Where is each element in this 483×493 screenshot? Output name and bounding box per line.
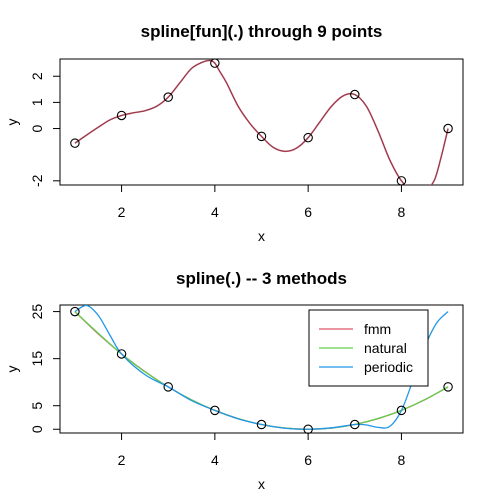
y-tick-label: 2: [29, 72, 45, 80]
y-tick-label: 5: [29, 402, 45, 410]
y-tick-label: -2: [29, 174, 45, 187]
x-tick-label: 2: [118, 204, 126, 220]
data-point: [350, 89, 360, 100]
data-point: [256, 419, 267, 430]
chart-title: spline(.) -- 3 methods: [176, 269, 347, 288]
data-point: [303, 424, 313, 434]
data-point: [70, 306, 80, 317]
data-point: [210, 405, 220, 416]
data-point: [396, 176, 407, 186]
legend-entry-fmm: fmm: [364, 321, 391, 337]
y-axis-label: y: [4, 119, 20, 126]
x-tick-label: 4: [211, 452, 219, 468]
x-tick-label: 6: [304, 204, 312, 220]
spline-curve: [74, 60, 449, 185]
data-point: [256, 131, 267, 142]
y-tick-label: 1: [29, 98, 45, 106]
x-tick-label: 2: [118, 452, 126, 468]
x-axis-label: x: [258, 476, 265, 492]
data-point: [116, 110, 127, 121]
data-point: [116, 349, 127, 359]
y-tick-label: 25: [29, 304, 45, 320]
legend-entry-periodic: periodic: [364, 359, 413, 375]
x-tick-label: 8: [398, 204, 406, 220]
data-point: [70, 138, 80, 148]
x-tick-label: 8: [398, 452, 406, 468]
data-point: [443, 382, 453, 392]
y-tick-label: 15: [29, 351, 45, 367]
curve-group: [74, 59, 449, 185]
data-point: [163, 382, 173, 392]
data-point: [303, 132, 313, 143]
x-axis-label: x: [258, 228, 265, 244]
y-tick-label: 0: [29, 425, 45, 433]
chart-panel-bottom: spline(.) -- 3 methods 2 4 6 8 x 0 5 15 25 y fmm nat…: [4, 269, 464, 492]
x-tick-label: 4: [211, 204, 219, 220]
x-tick-label: 6: [304, 452, 312, 468]
data-point: [396, 405, 407, 416]
y-tick-label: 0: [29, 124, 45, 132]
curve-group: [74, 305, 449, 430]
chart-title: spline[fun](.) through 9 points: [141, 22, 383, 41]
plot-frame: [59, 58, 464, 186]
data-point: [443, 123, 453, 134]
legend-entry-natural: natural: [364, 340, 407, 356]
series-line-periodic: [74, 305, 449, 430]
chart-panel-top: spline[fun](.) through 9 points 2 4 6 8 x -2 0 1…: [4, 22, 464, 244]
y-axis-label: y: [4, 366, 20, 373]
data-point: [350, 419, 360, 430]
legend: fmm natural periodic: [308, 309, 429, 387]
spline-curve: [74, 59, 449, 185]
data-point: [210, 58, 220, 68]
data-point: [163, 92, 173, 102]
